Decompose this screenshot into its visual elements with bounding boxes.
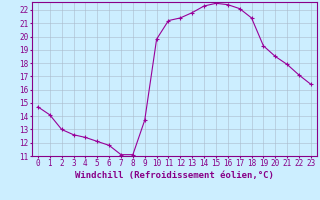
X-axis label: Windchill (Refroidissement éolien,°C): Windchill (Refroidissement éolien,°C) — [75, 171, 274, 180]
